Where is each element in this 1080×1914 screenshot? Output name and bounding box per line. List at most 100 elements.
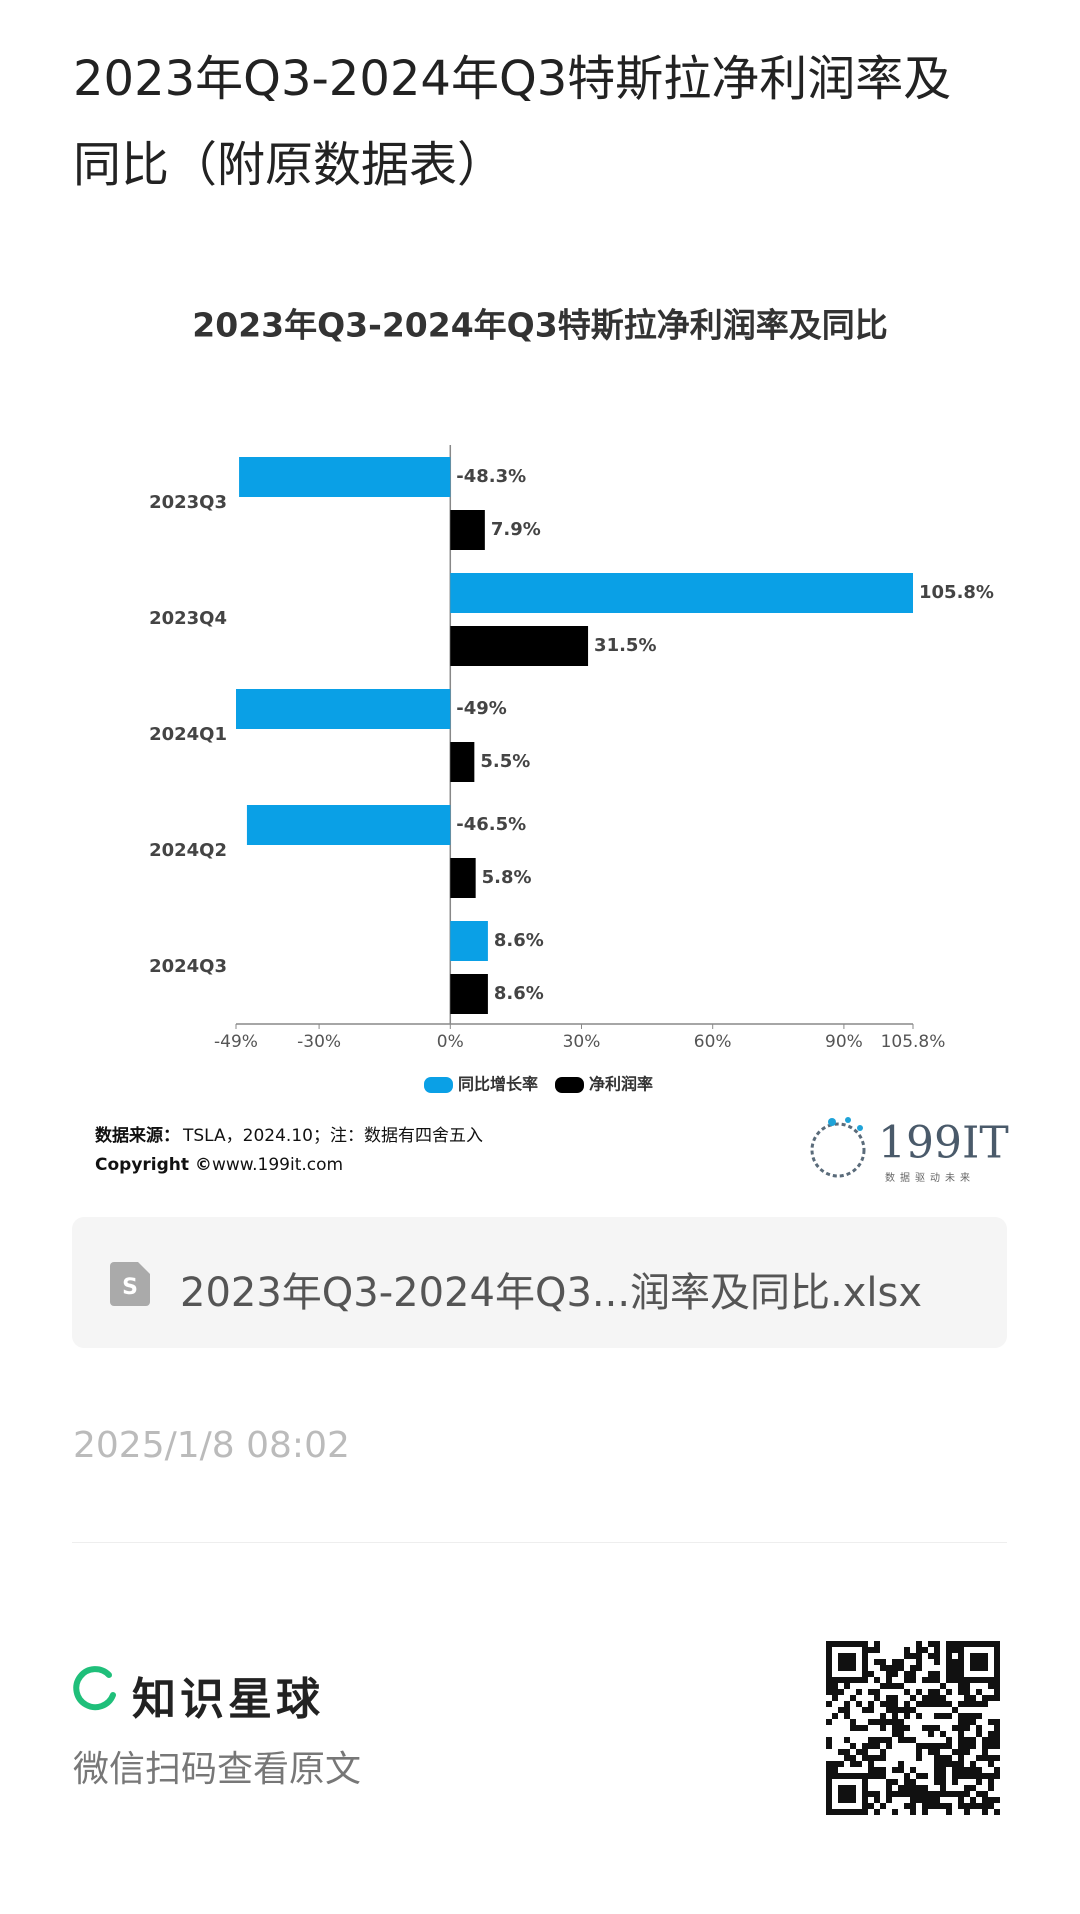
qr-module — [904, 1707, 910, 1713]
qr-module — [880, 1659, 886, 1665]
qr-module — [976, 1689, 982, 1695]
bar — [450, 742, 475, 782]
qr-module — [838, 1707, 844, 1713]
qr-module — [898, 1761, 904, 1767]
legend-swatch — [555, 1077, 584, 1093]
qr-module — [874, 1659, 880, 1665]
qr-module — [874, 1677, 880, 1683]
chart: 2023年Q3-2024年Q3特斯拉净利润率及同比 数据来源： TSLA，202… — [95, 306, 1009, 1185]
value-label: 7.9% — [491, 519, 541, 540]
qr-module — [880, 1773, 886, 1779]
qr-module — [976, 1755, 982, 1761]
qr-module — [928, 1641, 934, 1647]
qr-module — [874, 1737, 880, 1743]
qr-module — [874, 1719, 880, 1725]
x-tick-label: -49% — [214, 1032, 258, 1052]
qr-module — [958, 1719, 964, 1725]
legend-label: 净利润率 — [589, 1075, 653, 1094]
qr-module — [832, 1761, 838, 1767]
qr-module — [952, 1671, 958, 1677]
qr-module — [838, 1761, 844, 1767]
qr-module — [934, 1767, 940, 1773]
qr-module — [934, 1689, 940, 1695]
qr-module — [976, 1701, 982, 1707]
qr-module — [892, 1791, 898, 1797]
qr-module — [988, 1779, 994, 1785]
qr-module — [928, 1653, 934, 1659]
qr-module — [952, 1779, 958, 1785]
qr-module — [940, 1713, 946, 1719]
qr-module — [958, 1743, 964, 1749]
qr-module — [832, 1767, 838, 1773]
qr-module — [910, 1803, 916, 1809]
qr-module — [916, 1641, 922, 1647]
qr-module — [904, 1779, 910, 1785]
qr-module — [910, 1695, 916, 1701]
value-label: 8.6% — [494, 983, 544, 1004]
qr-module — [976, 1773, 982, 1779]
qr-finder — [826, 1641, 868, 1683]
attachment-card[interactable]: S — [72, 1217, 1007, 1348]
qr-module — [850, 1761, 856, 1767]
brand-icon — [73, 1666, 116, 1711]
qr-module — [868, 1719, 874, 1725]
qr-module — [886, 1785, 892, 1791]
qr-module — [916, 1749, 922, 1755]
qr-module — [868, 1671, 874, 1677]
qr-module — [940, 1695, 946, 1701]
qr-module — [952, 1761, 958, 1767]
qr-module — [940, 1803, 946, 1809]
qr-module — [952, 1767, 958, 1773]
qr-module — [952, 1791, 958, 1797]
qr-module — [958, 1701, 964, 1707]
qr-module — [994, 1767, 1000, 1773]
logo-slogan: 数据驱动未来 — [885, 1171, 975, 1184]
qr-module — [928, 1677, 934, 1683]
attachment-name[interactable]: 2023年Q3-2024年Q3...润率及同比.xlsx — [180, 1270, 923, 1316]
qr-module — [946, 1647, 952, 1653]
qr-module — [922, 1809, 928, 1815]
qr-module — [928, 1731, 934, 1737]
qr-module — [976, 1767, 982, 1773]
timestamp: 2025/1/8 08:02 — [73, 1425, 350, 1466]
qr-module — [898, 1725, 904, 1731]
qr-module — [892, 1695, 898, 1701]
qr-module — [928, 1701, 934, 1707]
qr-module — [880, 1803, 886, 1809]
qr-module — [964, 1695, 970, 1701]
qr-module — [886, 1701, 892, 1707]
qr-code[interactable] — [826, 1641, 1000, 1815]
qr-module — [982, 1809, 988, 1815]
qr-module — [892, 1809, 898, 1815]
qr-module — [880, 1749, 886, 1755]
qr-module — [988, 1773, 994, 1779]
qr-module — [958, 1683, 964, 1689]
qr-module — [970, 1737, 976, 1743]
qr-module — [874, 1743, 880, 1749]
qr-module — [964, 1713, 970, 1719]
qr-module — [838, 1749, 844, 1755]
qr-module — [982, 1749, 988, 1755]
qr-module — [886, 1677, 892, 1683]
qr-module — [958, 1725, 964, 1731]
qr-module — [964, 1683, 970, 1689]
qr-module — [958, 1791, 964, 1797]
value-label: 105.8% — [919, 582, 994, 603]
category-label: 2023Q3 — [149, 492, 227, 513]
qr-module — [886, 1671, 892, 1677]
qr-module — [964, 1767, 970, 1773]
qr-module — [934, 1779, 940, 1785]
file-glyph: S — [122, 1275, 138, 1300]
qr-module — [922, 1677, 928, 1683]
qr-module — [850, 1719, 856, 1725]
value-label: -46.5% — [456, 814, 526, 835]
qr-module — [952, 1659, 958, 1665]
logo-name: 199IT — [878, 1118, 1009, 1169]
qr-module — [892, 1731, 898, 1737]
qr-module — [898, 1737, 904, 1743]
qr-module — [928, 1695, 934, 1701]
qr-module — [868, 1755, 874, 1761]
qr-module — [844, 1707, 850, 1713]
qr-module — [886, 1791, 892, 1797]
qr-module — [988, 1743, 994, 1749]
